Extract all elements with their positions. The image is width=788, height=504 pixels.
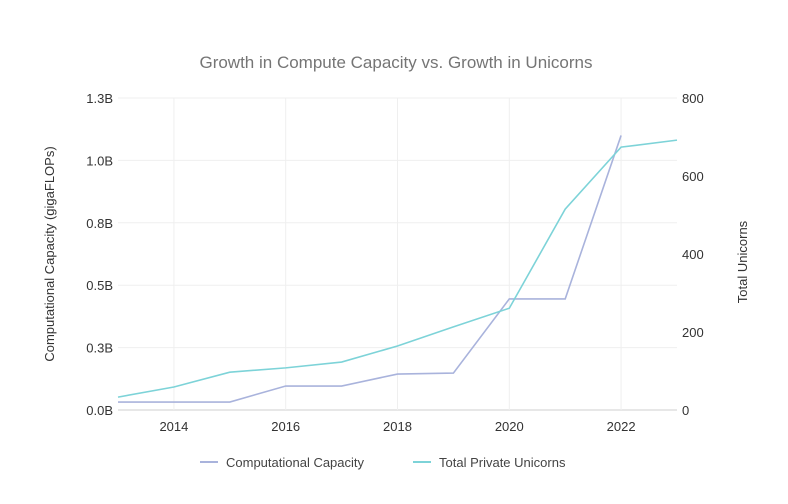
y2-axis-label: Total Unicorns	[735, 220, 750, 303]
series-line-computational-capacity	[118, 135, 622, 403]
legend: Computational Capacity Total Private Uni…	[200, 455, 566, 470]
y2-tick-label: 400	[682, 247, 704, 262]
legend-label-computational-capacity: Computational Capacity	[226, 455, 365, 470]
y-tick-label: 0.3B	[86, 341, 113, 356]
y-tick-label: 1.3B	[86, 91, 113, 106]
y-tick-label: 0.0B	[86, 403, 113, 418]
y2-tick-label: 200	[682, 325, 704, 340]
x-tick-label: 2020	[495, 419, 524, 434]
y-tick-label: 0.5B	[86, 278, 113, 293]
y-axis-label: Computational Capacity (gigaFLOPs)	[42, 146, 57, 361]
y-tick-label: 1.0B	[86, 153, 113, 168]
legend-label-total-private-unicorns: Total Private Unicorns	[439, 455, 566, 470]
chart-title: Growth in Compute Capacity vs. Growth in…	[199, 53, 592, 72]
series-line-total-private-unicorns	[117, 139, 678, 398]
y2-tick-label: 0	[682, 403, 689, 418]
x-tick-label: 2014	[159, 419, 188, 434]
y2-tick-label: 600	[682, 169, 704, 184]
y-tick-label: 0.8B	[86, 216, 113, 231]
y2-tick-label: 800	[682, 91, 704, 106]
x-tick-label: 2018	[383, 419, 412, 434]
x-tick-label: 2016	[271, 419, 300, 434]
x-tick-label: 2022	[607, 419, 636, 434]
